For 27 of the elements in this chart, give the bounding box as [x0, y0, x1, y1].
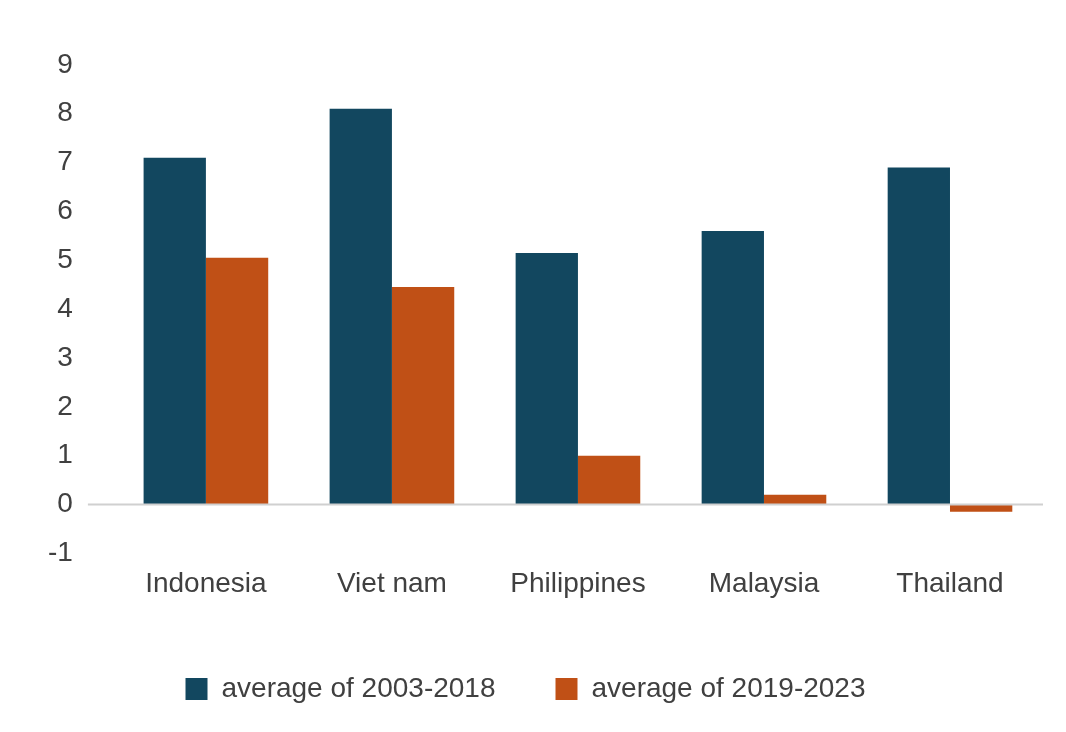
x-tick-label: Viet nam: [336, 566, 447, 598]
y-tick-label: 2: [57, 389, 73, 421]
bar: [205, 257, 269, 505]
bar: [515, 252, 578, 505]
y-tick-label: 9: [57, 47, 73, 79]
x-tick-label: Thailand: [896, 566, 1004, 598]
y-tick-label: -1: [47, 536, 73, 568]
bar: [143, 157, 206, 505]
y-tick-label: 6: [57, 194, 73, 226]
bar: [701, 230, 764, 505]
legend-label: average of 2003-2018: [221, 671, 496, 703]
y-tick-label: 0: [57, 487, 73, 519]
bar: [329, 108, 392, 505]
x-tick-label: Malaysia: [708, 566, 820, 598]
y-tick-label: 1: [57, 438, 73, 470]
x-tick-label: Indonesia: [145, 566, 268, 598]
y-tick-label: 8: [57, 96, 73, 128]
bar: [577, 455, 641, 505]
y-tick-label: 4: [57, 291, 73, 323]
bar: [391, 287, 455, 505]
bar: [887, 167, 950, 505]
y-tick-label: 3: [57, 340, 73, 372]
x-tick-label: Philippines: [510, 566, 646, 598]
y-tick-label: 7: [57, 145, 73, 177]
y-tick-label: 5: [57, 242, 73, 274]
legend-label: average of 2019-2023: [591, 671, 866, 703]
bar: [763, 494, 827, 505]
